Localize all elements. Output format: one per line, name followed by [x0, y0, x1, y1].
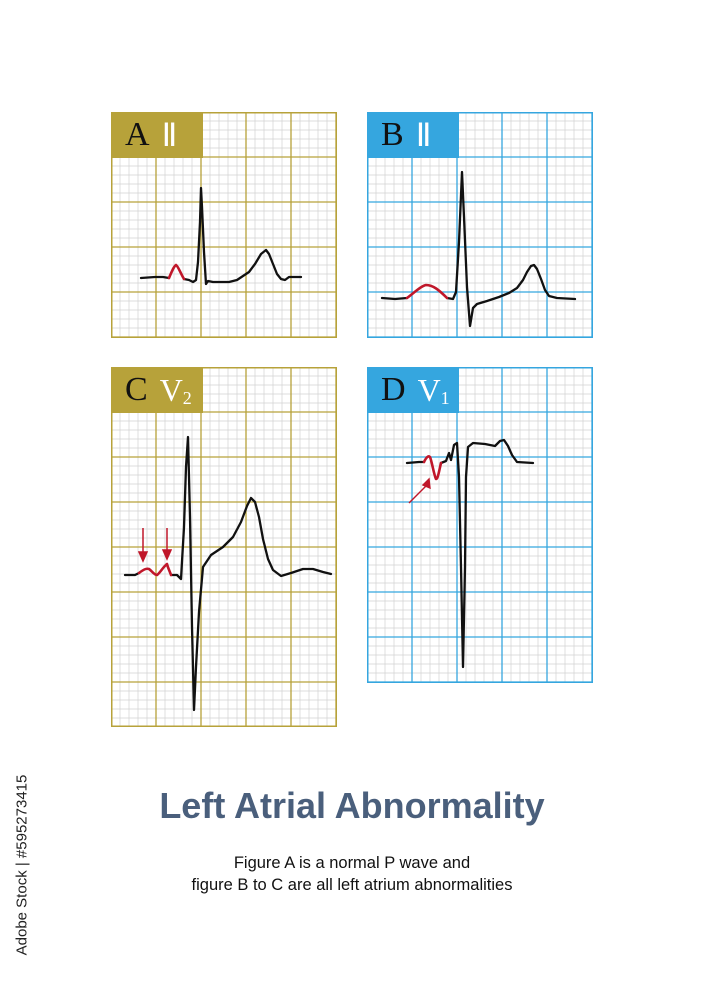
p-wave-c [137, 562, 173, 577]
arrowhead-icon [137, 551, 149, 563]
stock-watermark: Adobe Stock | #595273415 [12, 765, 32, 965]
lead-label-b: Ⅱ [415, 117, 432, 153]
panel-letter-c: C [125, 371, 148, 408]
p-wave-b [405, 283, 449, 300]
lead-label-c: V [159, 371, 183, 408]
qrs-t-trace-c [123, 435, 333, 712]
watermark-text: Adobe Stock | #595273415 [13, 774, 31, 956]
qrs-t-trace-d [405, 438, 535, 669]
lead-subscript-c: 2 [182, 387, 192, 408]
panel-label-a: A Ⅱ [111, 112, 203, 158]
ecg-panel-d: D V 1 [367, 367, 593, 683]
qrs-t-trace-b [380, 170, 577, 328]
ecg-grid-d [367, 367, 593, 683]
lead-label-a: Ⅱ [161, 117, 178, 153]
qrs-t-trace-a [139, 186, 303, 286]
caption-line-2: figure B to C are all left atrium abnorm… [191, 876, 513, 894]
caption-line-1: Figure A is a normal P wave and [233, 854, 471, 872]
ecg-trace-c [123, 435, 333, 712]
panel-letter-b: B [381, 116, 404, 153]
p-wave-a [167, 263, 186, 281]
page-title: Left Atrial Abnormality [159, 785, 545, 826]
panel-letter-a: A [125, 116, 150, 153]
ecg-panel-a: A Ⅱ [111, 112, 337, 338]
panel-label-c: C V 2 [111, 367, 203, 413]
figure-caption: Figure A is a normal P wave and figure B… [0, 852, 704, 896]
p-wave-arrows-c [137, 528, 173, 563]
ecg-panel-b: B Ⅱ [367, 112, 593, 338]
arrowhead-icon [421, 477, 431, 490]
ecg-trace-b [380, 170, 577, 328]
p-wave-arrow-d [408, 477, 431, 504]
ecg-trace-d [405, 438, 535, 669]
lead-label-d: V [417, 371, 441, 408]
p-wave-d [422, 455, 443, 481]
arrow-diagonal-icon [408, 483, 429, 504]
ecg-grid-c [111, 367, 337, 727]
panel-label-b: B Ⅱ [367, 112, 459, 158]
ecg-trace-a [139, 186, 303, 286]
arrowhead-icon [161, 549, 173, 561]
panel-letter-d: D [381, 371, 406, 408]
ecg-panel-c: C V 2 [111, 367, 337, 727]
lead-subscript-d: 1 [440, 387, 450, 408]
panel-label-d: D V 1 [367, 367, 459, 413]
